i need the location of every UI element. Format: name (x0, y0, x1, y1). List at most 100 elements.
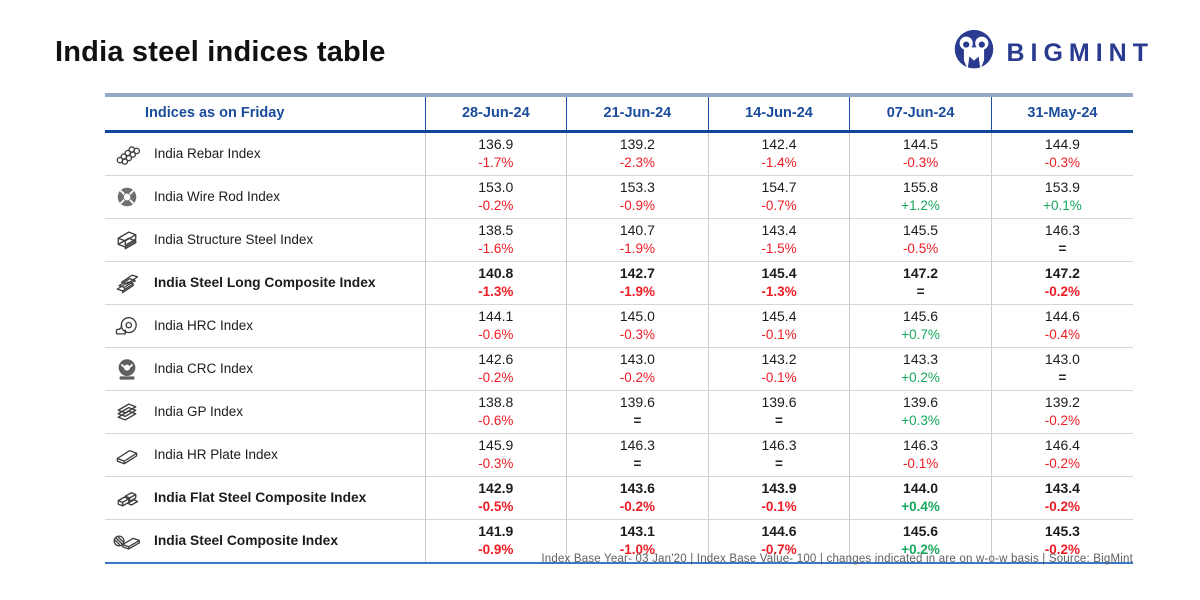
wow-change: +0.3% (901, 412, 940, 428)
wow-change: -0.6% (478, 412, 514, 428)
value-cell: 142.4 -1.4% (707, 131, 850, 175)
wow-change: -0.7% (761, 541, 797, 557)
index-value: 144.9 (1044, 135, 1080, 152)
value-cell: 146.4 -0.2% (990, 432, 1133, 476)
index-name-cell: India Steel Long Composite Index (105, 260, 425, 304)
wow-change: -0.5% (902, 240, 939, 256)
header-date-1: 28-Jun-24 (424, 93, 567, 133)
index-name: India CRC Index (154, 361, 254, 376)
value-cell: 139.2 -0.2% (990, 389, 1133, 433)
index-value: 147.2 (1044, 264, 1080, 281)
value-cell: 136.9 -1.7% (424, 131, 567, 175)
wire-rod-icon (112, 183, 142, 211)
value-cell: 145.0 -0.3% (566, 303, 709, 347)
value-cell: 144.5 -0.3% (849, 131, 992, 175)
index-value: 145.3 (1044, 522, 1080, 539)
hr-plate-icon (112, 441, 142, 469)
index-value: 146.3 (1044, 221, 1080, 238)
value-cell: 143.3 +0.2% (849, 346, 992, 390)
index-name-cell: India HRC Index (105, 303, 425, 347)
value-cell: 145.6 +0.7% (849, 303, 992, 347)
wow-change: -0.2% (1044, 455, 1081, 471)
value-cell: 146.3 -0.1% (849, 432, 992, 476)
index-value: 141.9 (478, 522, 514, 539)
table-row: India Steel Composite Index 141.9 -0.9% 143… (105, 518, 1133, 564)
wow-change: -0.2% (619, 369, 656, 385)
index-value: 140.7 (619, 221, 655, 238)
wow-change: -0.3% (1044, 154, 1081, 170)
index-value: 145.6 (903, 522, 939, 539)
structure-steel-icon (112, 226, 142, 254)
wow-change: -1.0% (619, 541, 656, 557)
flat-steel-icon (112, 484, 142, 512)
long-steel-icon (112, 269, 142, 297)
wow-change: -1.3% (761, 283, 797, 299)
index-name: India HRC Index (154, 318, 254, 333)
value-cell: 144.6 -0.7% (707, 518, 850, 564)
wow-change: = (775, 412, 783, 428)
index-name: India Steel Composite Index (154, 533, 338, 548)
wow-change: -0.5% (478, 498, 514, 514)
wow-change: -0.9% (478, 541, 514, 557)
table-row: India Wire Rod Index 153.0 -0.2% 153.3 -0.9%… (105, 174, 1133, 218)
page-title: India steel indices table (55, 36, 386, 68)
wow-change: +0.2% (901, 369, 940, 385)
table-row: India HR Plate Index 145.9 -0.3% 146.3 = 146.… (105, 432, 1133, 476)
value-cell: 141.9 -0.9% (424, 518, 567, 564)
wow-change: -0.4% (1044, 326, 1081, 342)
value-cell: 139.6 +0.3% (849, 389, 992, 433)
value-cell: 147.2 = (849, 260, 992, 304)
wow-change: -0.2% (1044, 283, 1081, 299)
header-date-3: 14-Jun-24 (707, 93, 850, 133)
index-name-cell: India GP Index (105, 389, 425, 433)
bigmint-logo-icon (952, 28, 996, 79)
index-value: 143.3 (903, 350, 939, 367)
value-cell: 145.4 -0.1% (707, 303, 850, 347)
wow-change: -1.5% (761, 240, 797, 256)
value-cell: 144.9 -0.3% (990, 131, 1133, 175)
value-cell: 153.9 +0.1% (990, 174, 1133, 218)
index-value: 144.6 (1044, 307, 1080, 324)
value-cell: 143.9 -0.1% (707, 475, 850, 519)
wow-change: -0.7% (761, 197, 797, 213)
value-cell: 143.1 -1.0% (566, 518, 709, 564)
value-cell: 138.5 -1.6% (424, 217, 567, 261)
index-value: 144.0 (903, 479, 939, 496)
table-row: India HRC Index 144.1 -0.6% 145.0 -0.3% 145.4… (105, 303, 1133, 347)
index-value: 146.4 (1044, 436, 1080, 453)
index-name-cell: India Steel Composite Index (105, 518, 425, 564)
index-value: 143.0 (1044, 350, 1080, 367)
value-cell: 154.7 -0.7% (707, 174, 850, 218)
value-cell: 139.2 -2.3% (566, 131, 709, 175)
table-row: India GP Index 138.8 -0.6% 139.6 = 139.6 = 139.… (105, 389, 1133, 433)
index-name-cell: India CRC Index (105, 346, 425, 390)
index-value: 143.6 (619, 479, 655, 496)
value-cell: 147.2 -0.2% (990, 260, 1133, 304)
index-name-cell: India Structure Steel Index (105, 217, 425, 261)
index-value: 142.6 (478, 350, 514, 367)
bigmint-wordmark: BIGMINT (1006, 39, 1154, 67)
index-value: 139.6 (619, 393, 655, 410)
wow-change: = (916, 283, 925, 299)
table-body: India Rebar Index 136.9 -1.7% 139.2 -2.3% 142… (105, 131, 1133, 564)
index-value: 143.0 (619, 350, 655, 367)
wow-change: -0.9% (619, 197, 656, 213)
index-value: 146.3 (761, 436, 797, 453)
index-value: 144.6 (761, 522, 797, 539)
index-value: 143.1 (619, 522, 655, 539)
value-cell: 155.8 +1.2% (849, 174, 992, 218)
wow-change: -0.3% (902, 154, 939, 170)
indices-table: Indices as on Friday 28-Jun-24 21-Jun-24… (105, 93, 1133, 564)
value-cell: 144.6 -0.4% (990, 303, 1133, 347)
rebar-icon (112, 140, 142, 168)
value-cell: 145.9 -0.3% (424, 432, 567, 476)
index-value: 143.4 (761, 221, 797, 238)
wow-change: = (633, 412, 642, 428)
index-value: 142.7 (619, 264, 655, 281)
index-value: 142.9 (478, 479, 514, 496)
wow-change: -0.3% (619, 326, 656, 342)
wow-change: -1.7% (478, 154, 514, 170)
value-cell: 145.3 -0.2% (990, 518, 1133, 564)
index-value: 138.8 (478, 393, 514, 410)
